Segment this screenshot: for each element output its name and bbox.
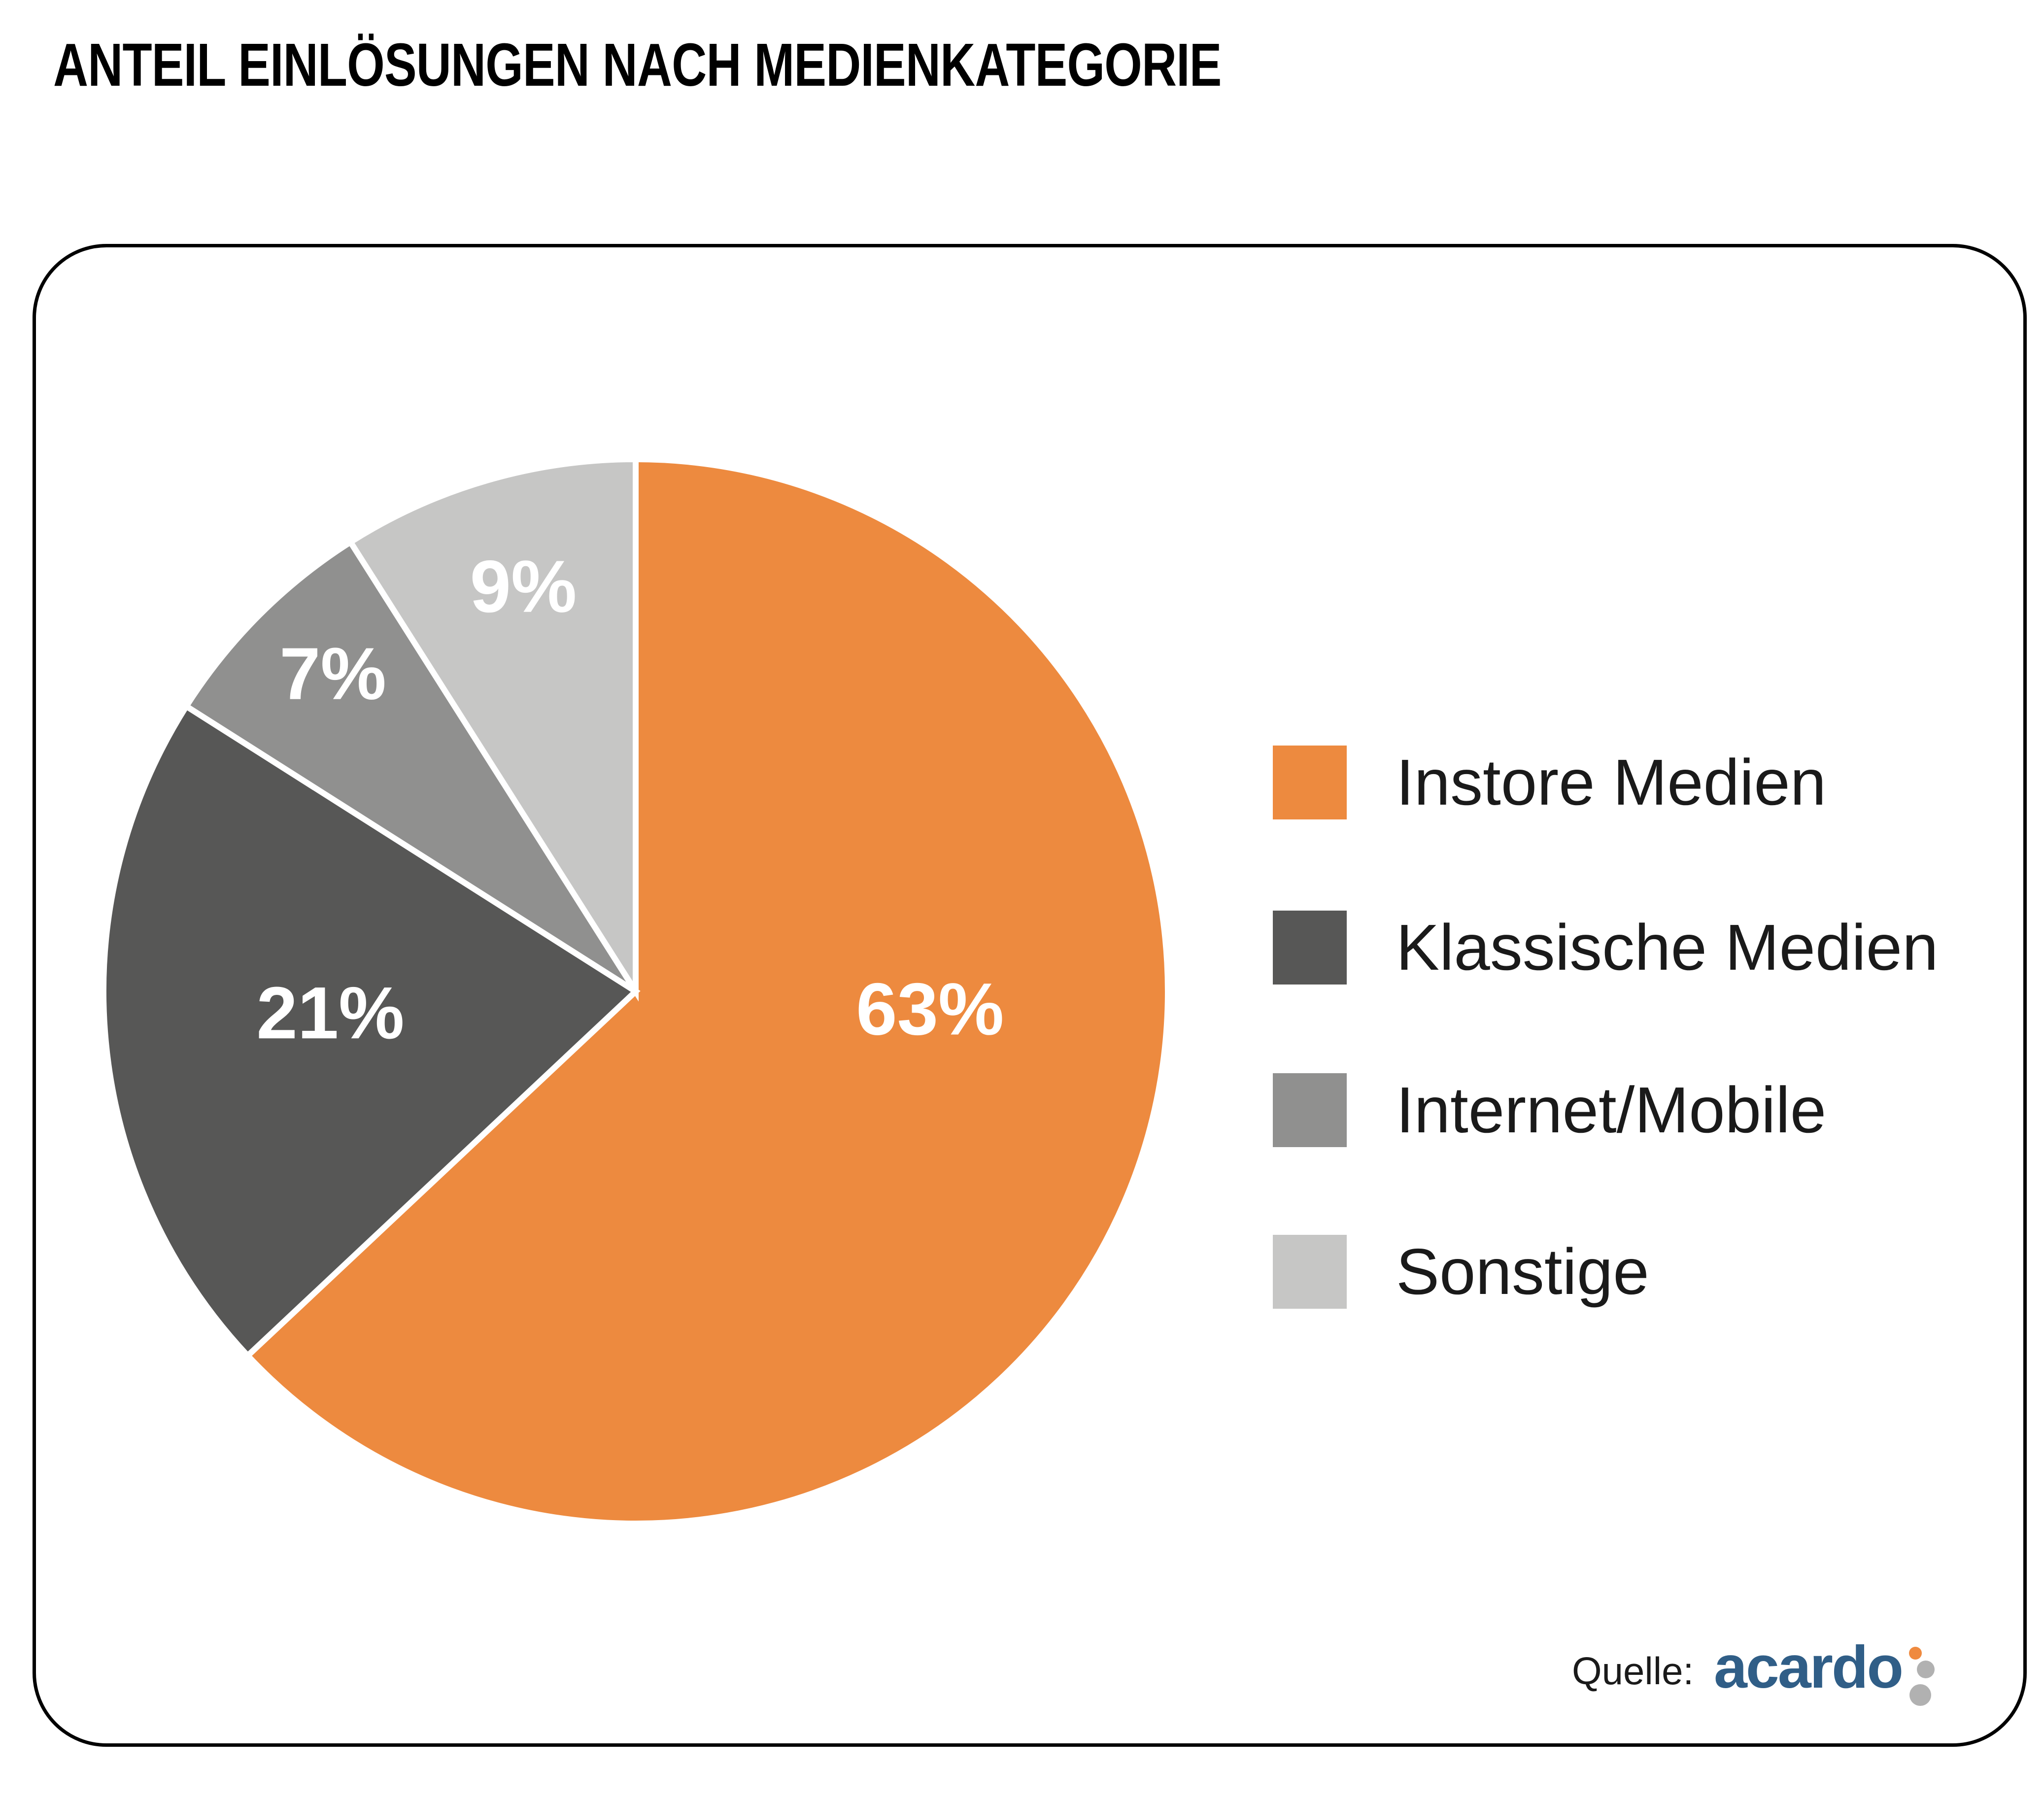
legend-label-instore-medien: Instore Medien (1396, 746, 1827, 818)
pie-slice-label-1: 21% (256, 971, 404, 1054)
legend-label-internet-mobile: Internet/Mobile (1396, 1074, 1827, 1146)
legend-label-klassische-medien: Klassische Medien (1396, 911, 1939, 984)
legend-swatch-klassische-medien (1273, 911, 1347, 985)
pie-chart: 63% 21% 7% 9% (101, 456, 1171, 1527)
legend-label-sonstige: Sonstige (1396, 1235, 1649, 1308)
source-label: Quelle: (1572, 1649, 1694, 1693)
acardo-logo-dot-icon (1909, 1684, 1931, 1706)
legend-swatch-instore-medien (1273, 746, 1347, 819)
acardo-logo-text: acardo (1714, 1633, 1904, 1700)
legend-swatch-internet-mobile (1273, 1073, 1347, 1147)
legend-item-klassische-medien: Klassische Medien (1273, 911, 1939, 985)
pie-slice-label-3: 9% (470, 545, 577, 628)
pie-slice-2 (182, 538, 639, 994)
acardo-logo-dot-icon (1917, 1661, 1935, 1678)
page-title: ANTEIL EINLÖSUNGEN NACH MEDIENKATEGORIE (53, 32, 1222, 99)
pie-slice-0 (243, 456, 1171, 1527)
legend-item-sonstige: Sonstige (1273, 1235, 1649, 1309)
pie-slice-label-0: 63% (856, 968, 1004, 1051)
legend-swatch-sonstige (1273, 1235, 1347, 1309)
pie-slice-1 (101, 702, 641, 1360)
legend-item-internet-mobile: Internet/Mobile (1273, 1073, 1826, 1147)
legend-item-instore-medien: Instore Medien (1273, 746, 1826, 819)
pie-slice-3 (346, 456, 639, 1002)
pie-slice-label-2: 7% (279, 632, 386, 715)
acardo-logo-dot-icon (1909, 1647, 1922, 1660)
